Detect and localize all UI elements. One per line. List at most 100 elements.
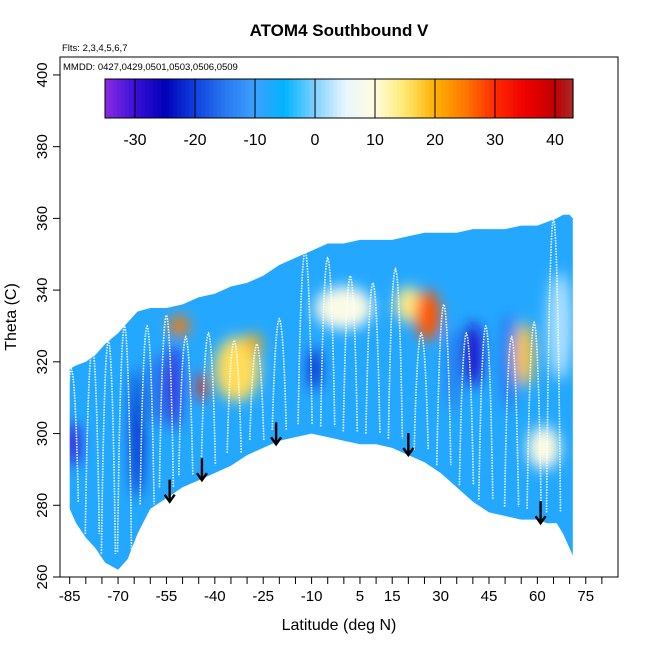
y-tick-label: 400 <box>34 62 51 87</box>
colorbar-segment <box>157 79 162 118</box>
colorbar-segment <box>365 79 370 118</box>
colorbar-segment <box>273 79 278 118</box>
colorbar-segment <box>281 79 286 118</box>
colorbar-segment <box>409 79 414 118</box>
colorbar-segment <box>289 79 294 118</box>
colorbar-segment <box>361 79 366 118</box>
colorbar-segment <box>417 79 422 118</box>
colorbar-segment <box>441 79 446 118</box>
colorbar-segment <box>389 79 394 118</box>
colorbar-segment <box>469 79 474 118</box>
field-anomalies <box>69 272 573 499</box>
field-anomaly <box>547 272 573 380</box>
colorbar-segment <box>405 79 410 118</box>
colorbar-tick-label: -30 <box>123 132 146 149</box>
colorbar-tick-label: 30 <box>486 132 504 149</box>
y-tick-label: 320 <box>34 349 51 374</box>
field-anomaly <box>414 290 441 341</box>
y-tick-label: 360 <box>34 206 51 231</box>
y-axis-title: Theta (C) <box>3 283 20 351</box>
y-tick-label: 380 <box>34 134 51 159</box>
flight-profile <box>158 313 175 488</box>
colorbar-tick-label: 40 <box>546 132 564 149</box>
colorbar-segment <box>393 79 398 118</box>
y-tick-label: 300 <box>34 421 51 446</box>
colorbar-segment <box>549 79 554 118</box>
flight-profile <box>200 331 217 466</box>
x-axis-title: Latitude (deg N) <box>282 617 397 634</box>
colorbar-segment <box>325 79 330 118</box>
colorbar-segment <box>261 79 266 118</box>
flight-profile <box>526 320 542 509</box>
field-anomaly <box>447 326 460 412</box>
colorbar-segment <box>109 79 114 118</box>
colorbar-segment <box>177 79 182 118</box>
colorbar-segment <box>181 79 186 118</box>
flights-annotation: Flts: 2,3,4,5,6,7 <box>62 43 127 54</box>
colorbar-segment <box>293 79 298 118</box>
colorbar-segment <box>173 79 178 118</box>
colorbar-segment <box>421 79 426 118</box>
colorbar-segment <box>477 79 482 118</box>
colorbar-segment <box>341 79 346 118</box>
profile-markers <box>163 422 547 526</box>
colorbar-segment <box>221 79 226 118</box>
field-anomaly <box>132 369 143 499</box>
flight-profile <box>139 324 155 505</box>
colorbar-segment <box>357 79 362 118</box>
colorbar-segment <box>529 79 534 118</box>
plot-frame <box>59 56 619 578</box>
field-anomaly <box>166 343 180 430</box>
colorbar-segment <box>545 79 550 118</box>
colorbar-segment <box>153 79 158 118</box>
colorbar-segment <box>113 79 118 118</box>
x-tick-label: -70 <box>107 588 129 605</box>
colorbar-segment <box>401 79 406 118</box>
x-axis: -85 -70 -55 -40 -25 -10 5 15 30 45 60 75 <box>59 577 603 605</box>
colorbar-segment <box>377 79 382 118</box>
field-anomaly <box>147 354 167 427</box>
colorbar-segment <box>513 79 518 118</box>
colorbar-segment <box>285 79 290 118</box>
colorbar-segment <box>565 79 570 118</box>
colorbar-segment <box>245 79 250 118</box>
colorbar-segment <box>185 79 190 118</box>
colorbar-segment <box>517 79 522 118</box>
field-anomaly <box>463 322 483 388</box>
flight-profile <box>271 317 288 431</box>
colorbar-tick-label: -10 <box>243 132 266 149</box>
colorbar-segment <box>205 79 210 118</box>
x-tick-label: -25 <box>252 588 274 605</box>
x-tick-label: 30 <box>432 588 449 605</box>
colorbar-segment <box>541 79 546 118</box>
x-tick-label: 45 <box>481 588 498 605</box>
flight-profile <box>100 338 117 554</box>
colorbar-segment <box>229 79 234 118</box>
x-tick-label: -10 <box>301 588 323 605</box>
x-tick-label: -55 <box>156 588 178 605</box>
colorbar-segment <box>217 79 222 118</box>
field-anomaly <box>527 426 560 470</box>
colorbar-segment <box>201 79 206 118</box>
colorbar-segment <box>329 79 334 118</box>
down-arrow-icon <box>163 479 176 504</box>
colorbar-segment <box>489 79 494 118</box>
down-arrow-icon <box>195 458 208 483</box>
colorbar-segment <box>129 79 134 118</box>
x-tick-label: 75 <box>577 588 594 605</box>
x-tick-label: 60 <box>529 588 546 605</box>
colorbar-segment <box>461 79 466 118</box>
colorbar-segment <box>309 79 314 118</box>
chart-title: ATOM4 Southbound V <box>250 21 429 40</box>
colorbar-segment <box>125 79 130 118</box>
colorbar-segment <box>197 79 202 118</box>
colorbar-segment <box>189 79 194 118</box>
colorbar-segment <box>509 79 514 118</box>
flight-profile <box>458 331 475 486</box>
colorbar-segment <box>533 79 538 118</box>
field-anomaly <box>197 372 207 402</box>
y-tick-label: 260 <box>34 564 51 589</box>
colorbar-segment <box>269 79 274 118</box>
colorbar: -30 -20 -10 0 10 20 30 40 <box>104 78 574 149</box>
x-tick-label: 5 <box>356 588 364 605</box>
